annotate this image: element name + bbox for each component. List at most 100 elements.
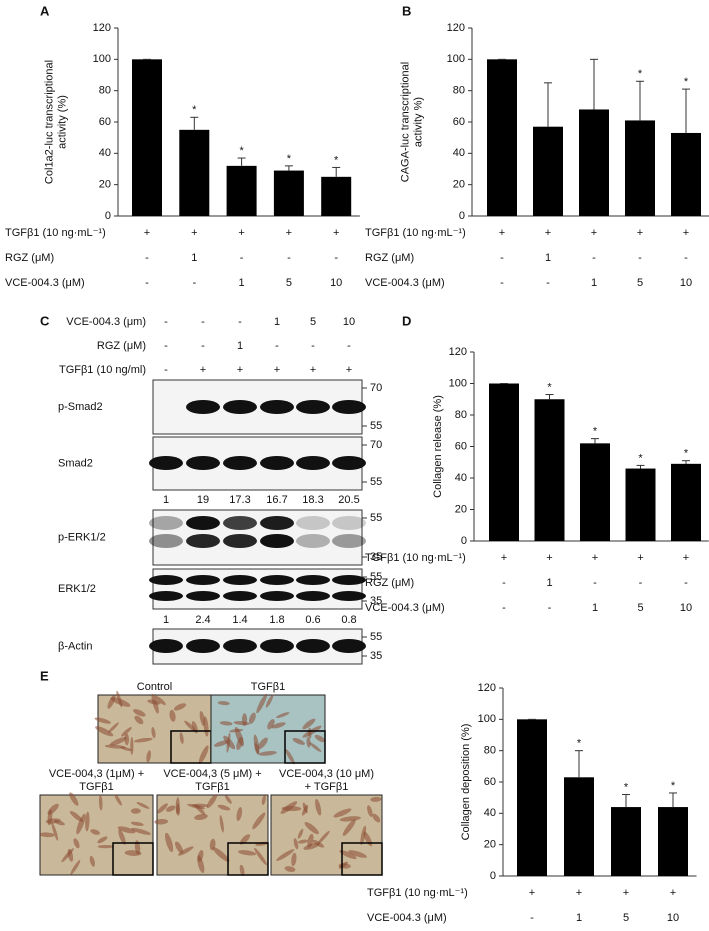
mw-marker: 70 <box>370 439 382 451</box>
cell <box>314 734 326 743</box>
bar <box>671 463 701 541</box>
cell <box>309 742 322 752</box>
cell <box>124 733 130 746</box>
band <box>149 639 183 653</box>
band <box>186 516 220 530</box>
mw-marker: 70 <box>370 382 382 394</box>
y-tick-label: 40 <box>99 147 111 159</box>
inset <box>112 842 154 876</box>
treatment-value: 1 <box>545 252 551 264</box>
band <box>223 639 257 653</box>
treatment-value: - <box>164 364 168 376</box>
cell <box>51 822 59 841</box>
y-tick-label: 80 <box>455 409 467 421</box>
treatment-value: + <box>546 552 552 564</box>
micrograph-bg <box>39 794 154 876</box>
cell <box>47 809 53 826</box>
band-name: p-ERK1/2 <box>58 531 106 543</box>
bar <box>517 719 547 876</box>
band <box>149 456 183 470</box>
cell <box>342 819 356 836</box>
cell <box>94 717 111 724</box>
treatment-value: + <box>274 364 280 376</box>
treatment-value: + <box>545 227 551 239</box>
cell <box>339 816 361 822</box>
band <box>296 575 330 585</box>
treatment-value: + <box>238 227 244 239</box>
band <box>332 516 366 530</box>
cell <box>97 836 108 844</box>
treatment-value: - <box>592 252 596 264</box>
cell <box>187 803 205 810</box>
cell <box>360 825 367 845</box>
error-bar <box>636 464 645 469</box>
y-tick-label: 20 <box>99 179 111 191</box>
cell <box>134 840 141 855</box>
treatment-value: 1 <box>576 912 582 924</box>
significance-star: * <box>239 145 244 157</box>
inset <box>284 730 326 764</box>
micrograph <box>94 690 212 764</box>
treatment-value: 1 <box>239 277 245 289</box>
cell <box>85 811 90 832</box>
cell <box>184 720 196 732</box>
bar <box>179 129 210 216</box>
cell <box>306 737 311 748</box>
significance-star: * <box>624 781 629 793</box>
cell <box>239 864 245 876</box>
y-tick-label: 40 <box>453 147 465 159</box>
quantification: 1.8 <box>269 614 284 626</box>
cell <box>271 722 286 729</box>
y-tick-label: 80 <box>484 745 496 757</box>
treatment-value: - <box>201 316 205 328</box>
y-tick-label: 60 <box>484 776 496 788</box>
band-name: ERK1/2 <box>58 583 96 595</box>
blot-box <box>152 509 363 566</box>
treatment-value: 1 <box>546 577 552 589</box>
treatment-value: - <box>638 252 642 264</box>
panel-label: A <box>40 3 50 18</box>
cell <box>157 803 168 814</box>
bar <box>534 399 565 541</box>
quantification: 1 <box>163 614 169 626</box>
cell <box>348 850 367 858</box>
y-axis-label: Col1a2-luc transcriptional <box>43 60 55 184</box>
treatment-value: 5 <box>637 602 643 614</box>
treatment-value: 5 <box>310 316 316 328</box>
treatment-value: 1 <box>191 252 197 264</box>
cell <box>219 721 233 726</box>
treatment-value: + <box>333 227 339 239</box>
significance-star: * <box>192 104 197 116</box>
panel-label: B <box>402 3 411 18</box>
bar <box>321 176 352 216</box>
micrograph-label: Control <box>137 681 172 693</box>
cell <box>107 695 116 709</box>
quantification: 1.4 <box>232 614 247 626</box>
significance-star: * <box>638 68 643 80</box>
cell <box>217 804 231 811</box>
treatment-value: 10 <box>330 277 342 289</box>
cell <box>257 737 268 750</box>
band <box>223 516 257 530</box>
cell <box>209 838 216 851</box>
cell <box>194 813 208 821</box>
y-tick-label: 120 <box>93 22 111 34</box>
micrograph <box>210 693 326 765</box>
band <box>296 534 330 548</box>
error-bar <box>590 58 598 110</box>
treatment-value: + <box>346 364 352 376</box>
cell <box>130 736 134 755</box>
cell <box>130 808 141 814</box>
cell <box>292 737 305 745</box>
cell <box>116 690 123 708</box>
treatment-value: - <box>546 277 550 289</box>
cell <box>301 804 309 816</box>
significance-star: * <box>547 381 552 393</box>
cell <box>175 841 184 854</box>
treatment-value: - <box>145 277 149 289</box>
cell <box>223 735 236 750</box>
cell <box>254 742 260 755</box>
treatment-value: + <box>623 887 629 899</box>
band <box>186 456 220 470</box>
bar <box>625 468 656 541</box>
